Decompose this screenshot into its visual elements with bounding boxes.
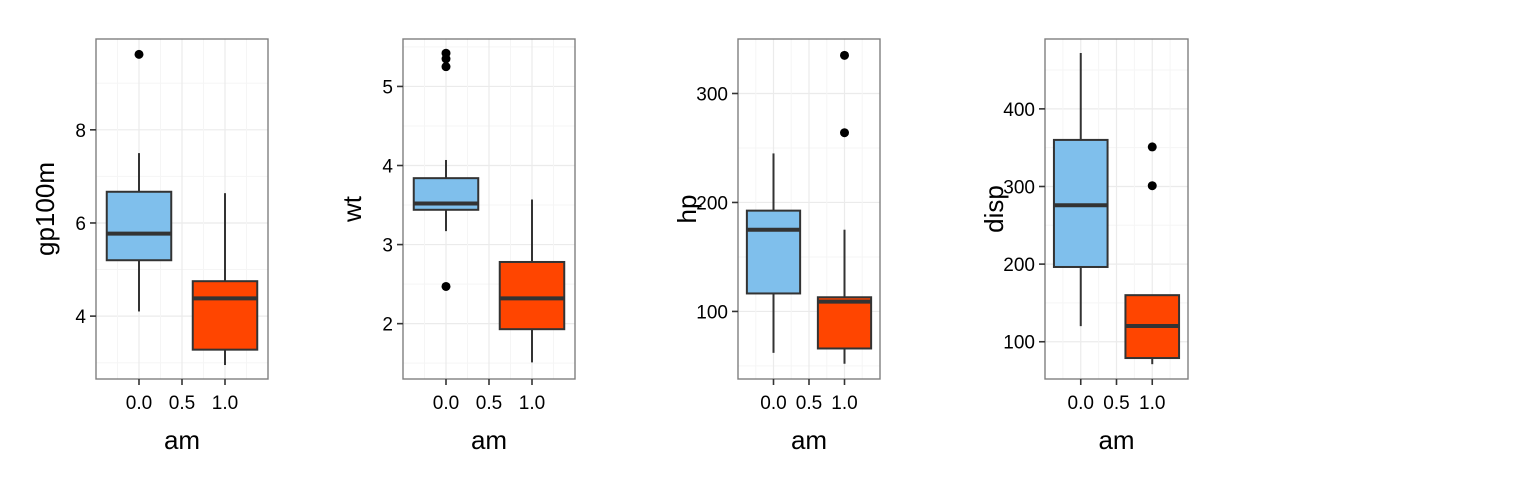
x-tick-label: 1.0: [519, 393, 545, 414]
x-tick-label: 0.0: [433, 393, 459, 414]
outlier-point: [840, 128, 849, 138]
panel-hp: 100 200 300 0.0 0.5 1.0 am hp: [672, 38, 881, 455]
y-axis-label: gp100m: [30, 162, 60, 256]
x-tick-label: 0.0: [760, 393, 786, 414]
axis-ticks: 2 3 4 5 0.0 0.5 1.0: [382, 77, 545, 414]
y-axis-label: hp: [672, 195, 702, 224]
y-tick-label: 4: [382, 157, 393, 178]
x-tick-label: 0.5: [476, 393, 502, 414]
y-tick-label: 6: [75, 214, 86, 235]
x-tick-label: 1.0: [831, 393, 857, 414]
outlier-point: [441, 281, 451, 291]
y-axis-label: wt: [337, 195, 367, 223]
y-tick-label: 300: [696, 84, 728, 105]
outlier-point: [441, 62, 451, 72]
axis-ticks: 100 200 300 400 0.0 0.5 1.0: [1003, 100, 1165, 414]
boxplots: [1052, 52, 1181, 365]
y-tick-label: 100: [696, 302, 728, 323]
box-iqr: [745, 209, 802, 295]
box-iqr: [105, 190, 173, 262]
outlier-point: [840, 50, 849, 60]
x-tick-label: 0.5: [1103, 393, 1129, 414]
y-tick-label: 2: [382, 315, 393, 336]
panel-disp: 100 200 300 400 0.0 0.5 1.0 am disp: [979, 38, 1189, 455]
box-iqr: [816, 296, 873, 350]
x-axis-label: am: [791, 425, 827, 455]
box-iqr: [498, 260, 566, 331]
boxplots: [105, 49, 259, 366]
x-tick-label: 0.5: [169, 393, 195, 414]
y-tick-label: 300: [1003, 177, 1035, 198]
axis-ticks: 100 200 300 0.0 0.5 1.0: [696, 84, 857, 414]
y-tick-label: 8: [75, 121, 86, 142]
y-tick-label: 100: [1003, 333, 1035, 354]
y-tick-label: 200: [1003, 255, 1035, 276]
x-tick-label: 0.0: [126, 393, 152, 414]
y-tick-label: 200: [696, 193, 728, 214]
boxplots: [412, 48, 566, 363]
outlier-point: [134, 49, 144, 59]
box-iqr: [191, 280, 259, 351]
outlier-point: [1147, 142, 1157, 152]
boxplots: [745, 50, 873, 364]
y-tick-label: 4: [75, 307, 86, 328]
y-axis-label: disp: [979, 185, 1009, 233]
x-tick-label: 1.0: [1139, 393, 1165, 414]
y-tick-label: 5: [382, 77, 393, 98]
x-tick-label: 0.0: [1068, 393, 1094, 414]
x-tick-label: 1.0: [212, 393, 238, 414]
outlier-point: [441, 48, 451, 58]
x-axis-label: am: [164, 425, 200, 455]
x-axis-label: am: [471, 425, 507, 455]
x-axis-label: am: [1098, 425, 1134, 455]
panel-wt: 2 3 4 5 0.0 0.5 1.0 am wt: [337, 38, 576, 455]
panel-gp100m: 4 6 8 0.0 0.5 1.0 am gp100m: [30, 38, 269, 455]
x-tick-label: 0.5: [796, 393, 822, 414]
y-tick-label: 3: [382, 236, 393, 257]
y-tick-label: 400: [1003, 100, 1035, 121]
outlier-point: [1147, 181, 1157, 191]
axis-ticks: 4 6 8 0.0 0.5 1.0: [75, 121, 238, 414]
